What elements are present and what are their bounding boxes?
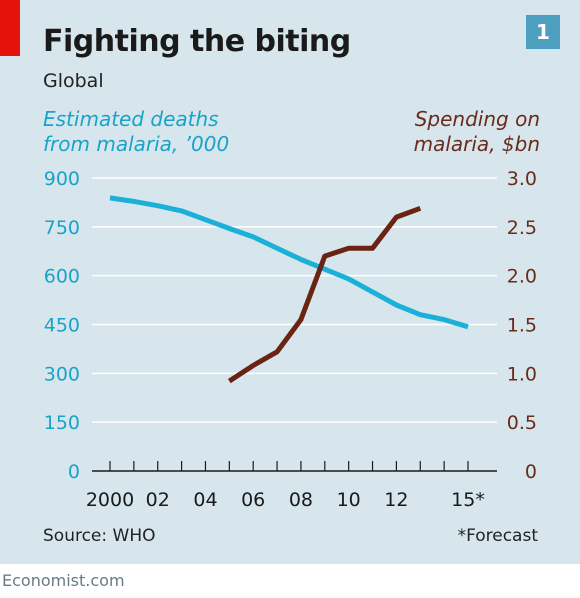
brand-red-bar [0, 0, 20, 56]
spending-line [227, 205, 422, 384]
left-tick-label: 600 [44, 266, 80, 288]
right-tick-label: 2.0 [507, 266, 537, 288]
right-tick-label: 2.5 [507, 217, 537, 239]
right-tick-label: 1.5 [507, 315, 537, 337]
left-tick-label: 150 [44, 412, 80, 434]
x-tick-label: 15* [451, 489, 485, 511]
right-tick-label: 3.0 [507, 168, 537, 190]
left-tick-label: 900 [44, 168, 80, 190]
right-tick-label: 0 [525, 461, 537, 483]
right-axis-label-line: malaria, $bn [413, 132, 540, 156]
x-tick-label: 06 [241, 489, 265, 511]
left-axis-label-line: Estimated deaths [43, 107, 219, 131]
right-tick-label: 1.0 [507, 363, 537, 385]
x-tick-label: 02 [146, 489, 170, 511]
x-tick-label: 2000 [86, 489, 134, 511]
x-tick-label: 12 [384, 489, 408, 511]
left-tick-label: 300 [44, 363, 80, 385]
chart-plot: 0 0 150 0.5 300 1.0 450 1.5 600 2.0 750 2.5 900 3.0 20… [44, 168, 537, 511]
left-tick-label: 750 [44, 217, 80, 239]
right-tick-label: 0.5 [507, 412, 537, 434]
x-tick-label: 10 [337, 489, 361, 511]
chart-number-badge: 1 [526, 15, 560, 49]
source-note: Source: WHO [43, 526, 156, 546]
left-tick-label: 0 [68, 461, 80, 483]
left-axis-label-line: from malaria, ’000 [43, 132, 230, 156]
x-tick-label: 04 [193, 489, 217, 511]
left-axis-label: Estimated deaths from malaria, ’000 [43, 107, 229, 157]
right-axis-label-line: Spending on [414, 107, 540, 131]
x-tick-label: 08 [289, 489, 313, 511]
chart-title: Fighting the biting [43, 24, 351, 59]
deaths-line [109, 195, 469, 330]
chart-subtitle: Global [43, 70, 104, 92]
brand-label: Economist.com [2, 571, 125, 590]
chart-panel [0, 0, 580, 564]
right-axis-label: Spending on malaria, $bn [414, 107, 540, 157]
left-tick-label: 450 [44, 315, 80, 337]
forecast-note: *Forecast [457, 526, 538, 546]
